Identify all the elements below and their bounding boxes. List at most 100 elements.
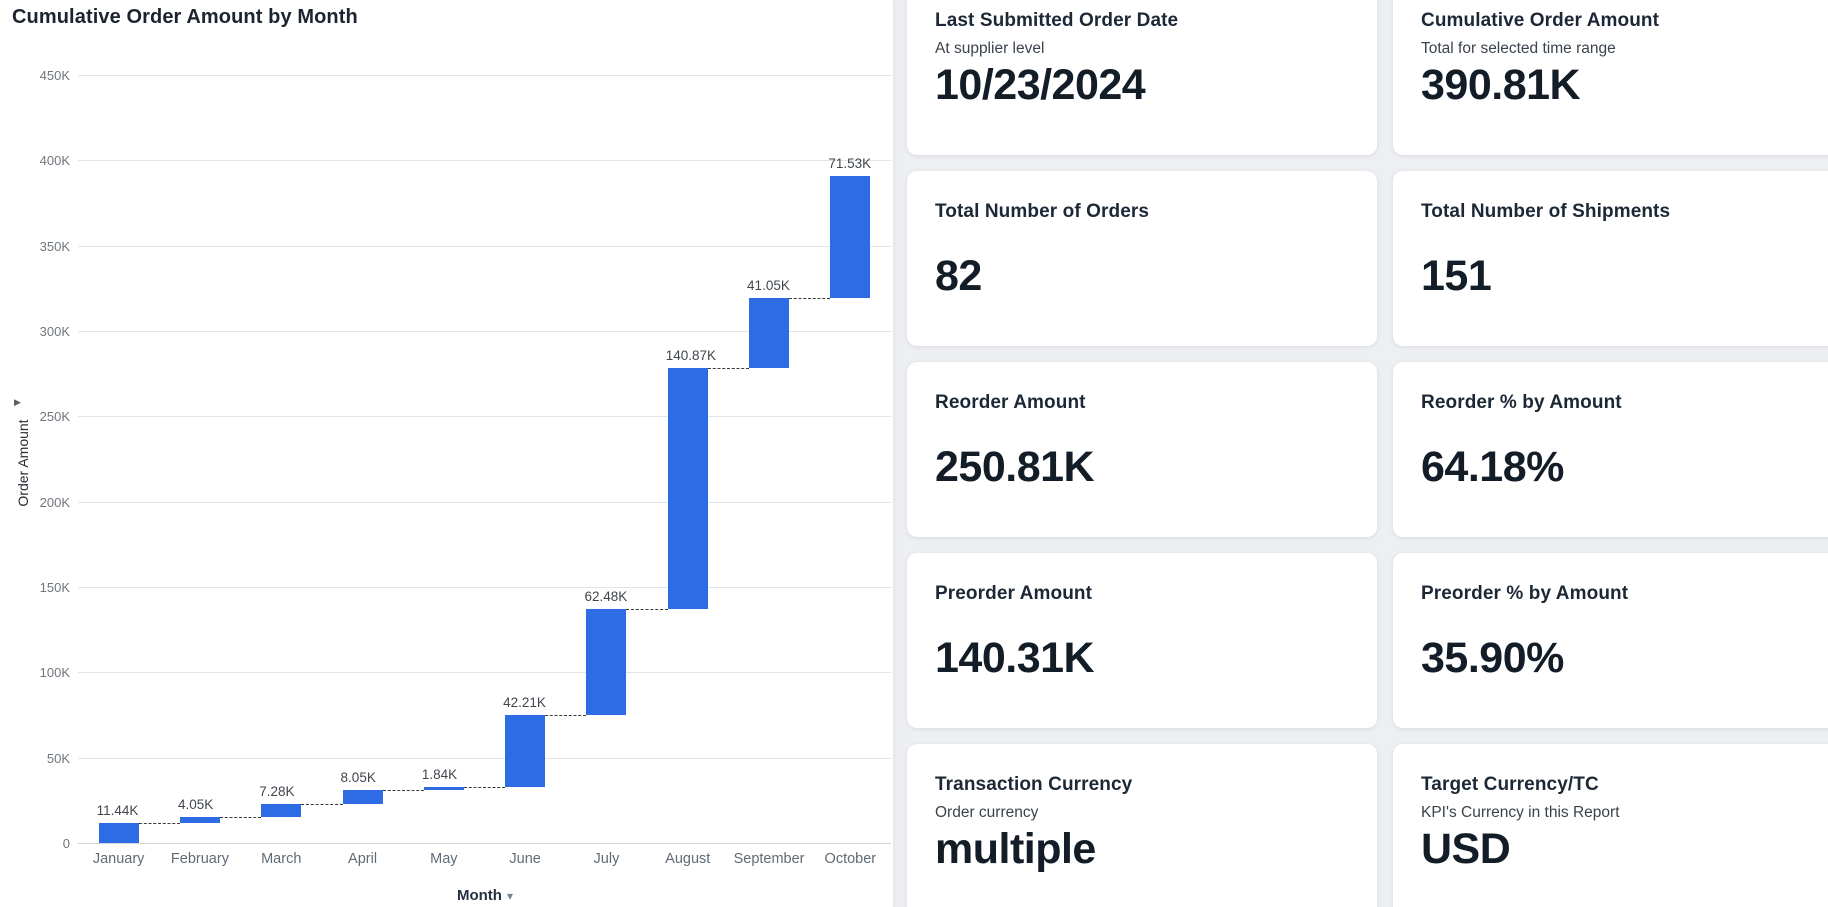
bar-value-label: 7.28K xyxy=(259,784,295,800)
card-title: Reorder % by Amount xyxy=(1421,392,1622,413)
card-total-number-of-shipments[interactable]: Total Number of Shipments 151 xyxy=(1393,171,1828,346)
card-subtitle: KPI's Currency in this Report xyxy=(1421,804,1620,821)
y-tick-label: 50K xyxy=(46,750,70,766)
y-tick-label: 200K xyxy=(39,494,70,510)
card-value: 140.31K xyxy=(935,634,1095,682)
month-label: June xyxy=(509,851,541,867)
gridline xyxy=(78,672,891,674)
gridline xyxy=(78,501,891,503)
month-label: October xyxy=(824,851,877,867)
card-title: Cumulative Order Amount xyxy=(1421,10,1660,31)
y-tick-label: 400K xyxy=(39,153,70,169)
card-value: 64.18% xyxy=(1421,443,1564,491)
card-value: 10/23/2024 xyxy=(935,61,1146,109)
card-value: 151 xyxy=(1421,252,1492,300)
bar-october[interactable] xyxy=(830,176,871,299)
card-title: Reorder Amount xyxy=(935,392,1086,413)
y-axis-title: Order Amount xyxy=(15,419,31,507)
card-value: 82 xyxy=(935,252,982,300)
card-title: Transaction Currency xyxy=(935,774,1133,795)
card-preorder-percent-by-amount[interactable]: Preorder % by Amount 35.90% xyxy=(1393,553,1828,728)
month-label: March xyxy=(261,851,302,867)
gridline xyxy=(78,160,891,162)
card-transaction-currency[interactable]: Transaction Currency Order currency mult… xyxy=(907,744,1377,907)
bar-april[interactable] xyxy=(342,790,383,805)
card-value: 35.90% xyxy=(1421,634,1564,682)
connector-line xyxy=(545,715,587,717)
connector-line xyxy=(382,790,424,792)
kpi-card-grid: Last Submitted Order Date At supplier le… xyxy=(907,0,1828,907)
gridline xyxy=(78,416,891,418)
bar-value-label: 62.48K xyxy=(584,588,628,604)
bar-july[interactable] xyxy=(586,608,627,716)
bar-value-label: 71.53K xyxy=(828,156,872,172)
bar-march[interactable] xyxy=(261,804,302,817)
month-label: August xyxy=(665,851,711,867)
card-total-number-of-orders[interactable]: Total Number of Orders 82 xyxy=(907,171,1377,346)
bar-value-label: 42.21K xyxy=(503,695,546,711)
bar-value-label: 41.05K xyxy=(747,278,790,294)
month-label: May xyxy=(430,851,458,867)
month-label: July xyxy=(593,851,620,867)
bar-february[interactable] xyxy=(179,816,220,824)
y-tick-label: 450K xyxy=(39,68,70,83)
month-label: January xyxy=(92,851,145,867)
bar-january[interactable] xyxy=(98,823,139,843)
card-cumulative-order-amount[interactable]: Cumulative Order Amount Total for select… xyxy=(1393,0,1828,155)
card-target-currency-tc[interactable]: Target Currency/TC KPI's Currency in thi… xyxy=(1393,744,1828,907)
card-reorder-percent-by-amount[interactable]: Reorder % by Amount 64.18% xyxy=(1393,362,1828,537)
y-tick-label: 350K xyxy=(39,238,70,254)
card-title: Preorder Amount xyxy=(935,583,1093,604)
card-title: Total Number of Shipments xyxy=(1421,201,1671,222)
card-title: Last Submitted Order Date xyxy=(935,10,1179,31)
chart-title: Cumulative Order Amount by Month xyxy=(12,6,358,28)
connector-line xyxy=(789,298,831,300)
card-title: Target Currency/TC xyxy=(1421,774,1599,795)
y-tick-label: 150K xyxy=(39,580,70,595)
card-preorder-amount[interactable]: Preorder Amount 140.31K xyxy=(907,553,1377,728)
card-subtitle: Total for selected time range xyxy=(1421,40,1616,57)
month-label: February xyxy=(170,851,229,867)
month-label: April xyxy=(348,851,378,867)
bar-may[interactable] xyxy=(423,787,464,791)
bar-august[interactable] xyxy=(667,368,708,609)
card-value: 390.81K xyxy=(1421,61,1581,109)
y-tick-label: 0 xyxy=(62,836,70,851)
gridline xyxy=(78,843,891,844)
bar-value-label: 1.84K xyxy=(421,767,458,783)
y-tick-label: 250K xyxy=(39,409,70,425)
connector-line xyxy=(138,823,180,825)
bar-value-label: 140.87K xyxy=(665,348,717,364)
gridline xyxy=(78,587,891,588)
card-value: multiple xyxy=(935,825,1096,873)
connector-line xyxy=(301,804,343,806)
card-value: 250.81K xyxy=(935,443,1095,491)
card-reorder-amount[interactable]: Reorder Amount 250.81K xyxy=(907,362,1377,537)
card-subtitle: At supplier level xyxy=(935,40,1045,57)
card-subtitle: Order currency xyxy=(935,804,1039,821)
bar-september[interactable] xyxy=(749,298,790,369)
card-value: USD xyxy=(1421,825,1511,873)
gridline xyxy=(78,757,891,759)
bar-value-label: 8.05K xyxy=(340,770,376,786)
connector-line xyxy=(626,608,668,610)
gridline xyxy=(78,245,891,247)
gridline xyxy=(78,75,891,76)
axis-expand-icon[interactable]: ▶ xyxy=(14,397,21,407)
bar-value-label: 4.05K xyxy=(177,796,214,812)
connector-line xyxy=(219,816,262,818)
month-dimension-selector[interactable]: Month ▾ xyxy=(420,887,550,904)
x-axis-title: Month xyxy=(456,887,502,904)
bar-value-label: 11.44K xyxy=(96,803,139,819)
y-tick-label: 100K xyxy=(39,665,70,681)
connector-line xyxy=(463,787,506,789)
card-last-submitted-order-date[interactable]: Last Submitted Order Date At supplier le… xyxy=(907,0,1377,155)
month-label: September xyxy=(733,851,805,867)
y-tick-label: 300K xyxy=(39,324,70,339)
connector-line xyxy=(707,368,750,370)
card-title: Total Number of Orders xyxy=(935,201,1150,222)
chevron-down-icon: ▾ xyxy=(506,889,513,903)
waterfall-chart-card: Cumulative Order Amount by Month 450K 400… xyxy=(0,0,893,907)
bar-june[interactable] xyxy=(505,715,546,788)
